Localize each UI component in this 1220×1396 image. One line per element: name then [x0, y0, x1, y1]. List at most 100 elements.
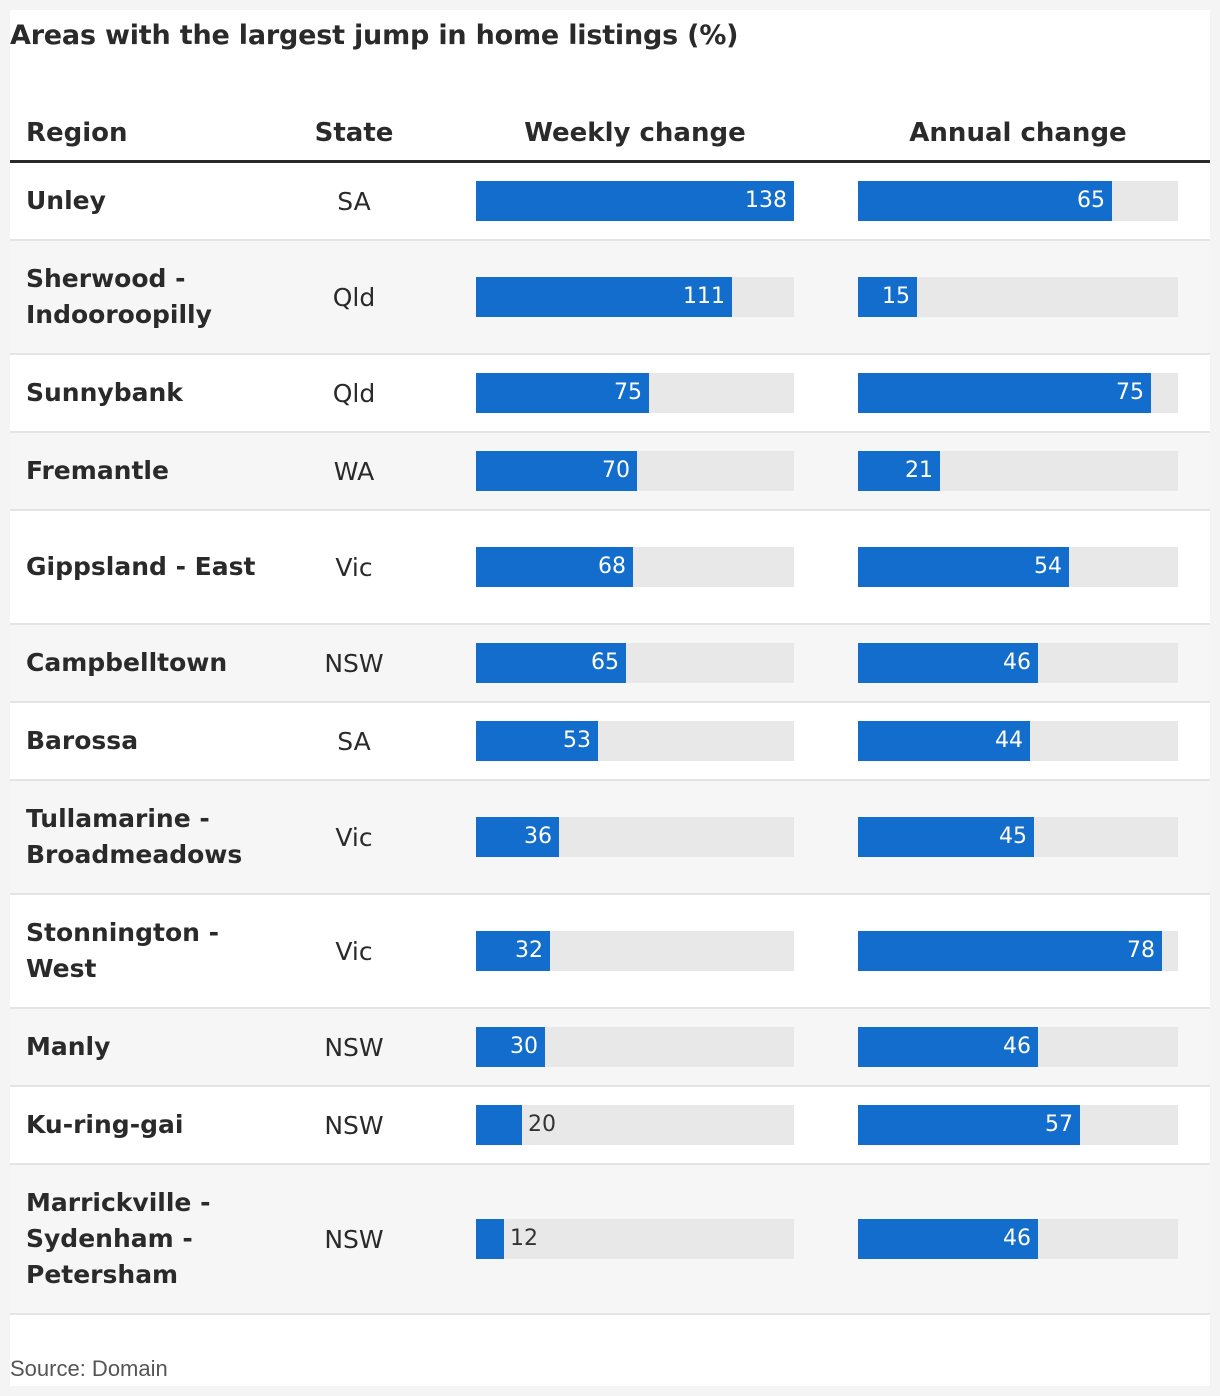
region-name: Ku-ring-gai: [26, 1110, 184, 1139]
annual-change-label: 65: [1077, 188, 1105, 213]
annual-change-track: 21: [858, 451, 1178, 491]
state-name: NSW: [324, 648, 384, 678]
state-name: NSW: [324, 1224, 384, 1254]
weekly-change-label: 36: [524, 824, 552, 849]
annual-change-label: 21: [905, 458, 933, 483]
weekly-change-bar: [476, 1027, 545, 1067]
annual-change-label: 46: [1003, 1226, 1031, 1251]
column-header-weekly-change: Weekly change: [524, 118, 746, 148]
weekly-change-label: 32: [515, 938, 543, 963]
region-name: Sunnybank: [26, 378, 183, 407]
column-header-state: State: [314, 118, 394, 148]
annual-change-track: 65: [858, 181, 1178, 221]
weekly-change-track: 65: [476, 643, 794, 683]
weekly-change-track: 75: [476, 373, 794, 413]
annual-change-bar: [858, 1219, 1038, 1259]
source-note: Source: Domain: [10, 1356, 168, 1381]
weekly-change-label: 138: [745, 188, 787, 213]
weekly-change-track: 53: [476, 721, 794, 761]
weekly-change-label: 53: [563, 728, 591, 753]
region-name: Gippsland - East: [26, 552, 256, 581]
weekly-change-label: 20: [528, 1112, 556, 1137]
annual-change-track: 54: [858, 547, 1178, 587]
weekly-change-track: 12: [476, 1219, 794, 1259]
table-row: Tullamarine - Broadmeadows Vic 36 45: [10, 781, 1210, 895]
annual-change-track: 15: [858, 277, 1178, 317]
weekly-change-bar: [476, 1105, 522, 1145]
region-name: Unley: [26, 186, 106, 215]
annual-change-bar: [858, 643, 1038, 683]
region-name: Marrickville - Sydenham - Petersham: [26, 1188, 211, 1289]
annual-change-bar: [858, 1105, 1080, 1145]
weekly-change-label: 75: [614, 380, 642, 405]
state-name: Vic: [335, 822, 373, 852]
header-divider: [10, 160, 1210, 163]
chart-card: Areas with the largest jump in home list…: [10, 10, 1210, 1386]
table-row: Ku-ring-gai NSW 20 57: [10, 1087, 1210, 1165]
annual-change-label: 75: [1116, 380, 1144, 405]
table-row: Barossa SA 53 44: [10, 703, 1210, 781]
annual-change-track: 75: [858, 373, 1178, 413]
region-name: Manly: [26, 1032, 111, 1061]
region-name: Sherwood - Indooroopilly: [26, 264, 212, 329]
state-name: Vic: [335, 936, 373, 966]
annual-change-bar: [858, 721, 1030, 761]
annual-change-label: 46: [1003, 650, 1031, 675]
annual-change-bar: [858, 451, 940, 491]
state-name: Vic: [335, 552, 373, 582]
region-name: Campbelltown: [26, 648, 228, 677]
annual-change-bar: [858, 181, 1112, 221]
weekly-change-track: 68: [476, 547, 794, 587]
state-name: Qld: [332, 378, 376, 408]
weekly-change-bar: [476, 1219, 504, 1259]
column-header-annual-change: Annual change: [909, 118, 1127, 148]
weekly-change-bar: [476, 373, 649, 413]
annual-change-track: 46: [858, 1027, 1178, 1067]
annual-change-bar: [858, 547, 1069, 587]
weekly-change-label: 70: [602, 458, 630, 483]
annual-change-label: 54: [1034, 554, 1062, 579]
annual-change-track: 46: [858, 643, 1178, 683]
state-name: NSW: [324, 1032, 384, 1062]
weekly-change-track: 138: [476, 181, 794, 221]
table-row: Stonnington - West Vic 32 78: [10, 895, 1210, 1009]
annual-change-label: 45: [999, 824, 1027, 849]
table-row: Campbelltown NSW 65 46: [10, 625, 1210, 703]
annual-change-bar: [858, 817, 1034, 857]
table-row: Fremantle WA 70 21: [10, 433, 1210, 511]
table-header: Region State Weekly change Annual change: [10, 104, 1210, 168]
weekly-change-bar: [476, 451, 637, 491]
annual-change-label: 46: [1003, 1034, 1031, 1059]
state-name: WA: [333, 456, 375, 486]
weekly-change-label: 68: [598, 554, 626, 579]
weekly-change-label: 111: [683, 284, 725, 309]
weekly-change-bar: [476, 721, 598, 761]
column-header-region: Region: [26, 118, 128, 148]
weekly-change-bar: [476, 931, 550, 971]
state-name: SA: [337, 726, 371, 756]
annual-change-track: 45: [858, 817, 1178, 857]
weekly-change-track: 36: [476, 817, 794, 857]
annual-change-track: 57: [858, 1105, 1178, 1145]
annual-change-label: 78: [1127, 938, 1155, 963]
table-row: Manly NSW 30 46: [10, 1009, 1210, 1087]
weekly-change-track: 30: [476, 1027, 794, 1067]
weekly-change-bar: [476, 547, 633, 587]
annual-change-track: 44: [858, 721, 1178, 761]
region-name: Tullamarine - Broadmeadows: [26, 804, 243, 869]
weekly-change-track: 111: [476, 277, 794, 317]
table-row: Marrickville - Sydenham - Petersham NSW 12…: [10, 1165, 1210, 1315]
state-name: Qld: [332, 282, 376, 312]
weekly-change-bar: [476, 181, 794, 221]
annual-change-label: 44: [995, 728, 1023, 753]
annual-change-bar: [858, 373, 1151, 413]
weekly-change-label: 65: [591, 650, 619, 675]
weekly-change-label: 12: [510, 1226, 538, 1251]
weekly-change-track: 32: [476, 931, 794, 971]
weekly-change-label: 30: [510, 1034, 538, 1059]
weekly-change-bar: [476, 277, 732, 317]
annual-change-label: 57: [1045, 1112, 1073, 1137]
annual-change-track: 46: [858, 1219, 1178, 1259]
weekly-change-track: 20: [476, 1105, 794, 1145]
state-name: NSW: [324, 1110, 384, 1140]
